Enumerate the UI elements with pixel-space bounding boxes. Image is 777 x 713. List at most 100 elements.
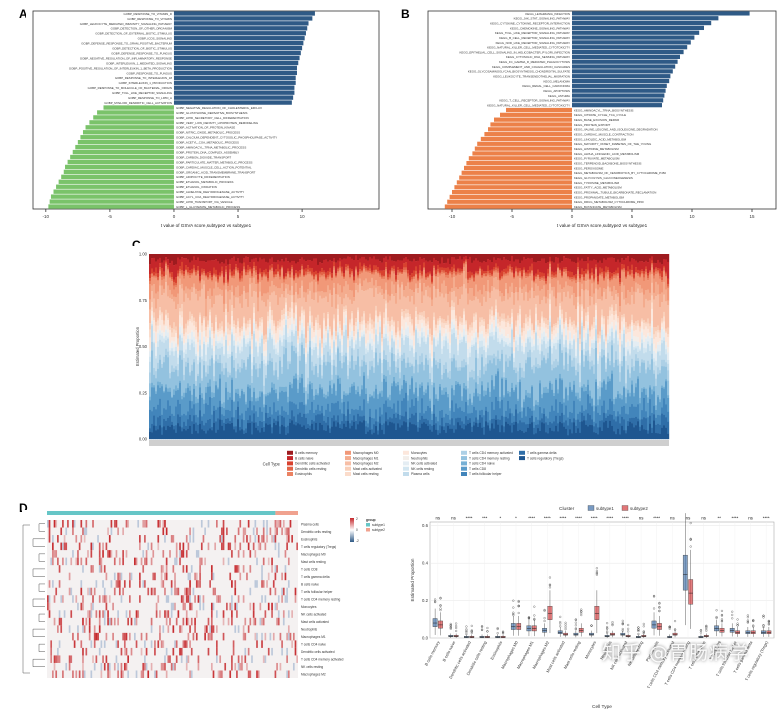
stack-segment: [233, 278, 236, 296]
stack-segment: [259, 274, 262, 283]
stack-segment: [151, 307, 154, 312]
stack-segment: [405, 362, 408, 368]
stack-segment: [311, 254, 314, 262]
stack-segment: [569, 418, 572, 430]
stack-segment: [499, 290, 502, 297]
stack-segment: [573, 329, 576, 335]
stack-segment: [327, 417, 330, 426]
stack-segment: [539, 430, 542, 440]
stack-segment: [329, 355, 332, 363]
stack-segment: [379, 270, 382, 274]
stack-segment: [241, 326, 244, 330]
stack-segment: [315, 363, 318, 367]
stack-segment: [553, 325, 556, 331]
stack-segment: [199, 332, 202, 340]
stack-segment: [153, 271, 156, 276]
stack-segment: [369, 317, 372, 324]
stack-segment: [251, 375, 254, 384]
stack-segment: [215, 281, 218, 296]
stack-segment: [459, 316, 462, 322]
stack-segment: [339, 254, 342, 259]
stack-segment: [359, 330, 362, 338]
stack-segment: [261, 335, 264, 340]
stack-segment: [437, 337, 440, 341]
stack-segment: [269, 328, 272, 333]
stack-segment: [427, 329, 430, 335]
stack-segment: [441, 379, 444, 391]
stack-segment: [397, 349, 400, 354]
stack-segment: [403, 269, 406, 273]
stack-segment: [297, 343, 300, 345]
stack-segment: [475, 357, 478, 383]
stack-segment: [341, 368, 344, 400]
stack-segment: [289, 325, 292, 330]
stack-segment: [211, 345, 214, 349]
bar-label: GOBP_ORGANIC_ACID_TRANSMEMBRANE_TRANSPOR…: [176, 170, 256, 174]
stack-segment: [317, 291, 320, 303]
stack-segment: [375, 287, 378, 307]
stack-segment: [517, 300, 520, 314]
stack-segment: [485, 370, 488, 391]
stack-segment: [491, 286, 494, 292]
stack-segment: [279, 360, 282, 387]
stack-segment: [437, 288, 440, 319]
stack-segment: [541, 344, 544, 352]
stack-segment: [575, 283, 578, 298]
stack-segment: [415, 273, 418, 276]
stack-segment: [341, 363, 344, 369]
stack-segment: [501, 339, 504, 351]
stack-segment: [569, 411, 572, 420]
stack-segment: [389, 349, 392, 353]
stack-segment: [365, 327, 368, 334]
bar-label: KEGG_GLYCOLYSIS_GLUCONEOGENESIS: [574, 176, 633, 180]
stack-segment: [477, 384, 480, 394]
stack-segment: [289, 361, 292, 365]
stack-segment: [323, 430, 326, 440]
bar-label: GOBP_ICOS_SIGNALING: [138, 37, 173, 41]
stack-segment: [399, 355, 402, 358]
stack-segment: [517, 259, 520, 269]
stack-segment: [421, 332, 424, 338]
stack-segment: [583, 281, 586, 291]
stack-segment: [529, 266, 532, 273]
stack-segment: [207, 276, 210, 279]
stack-segment: [437, 254, 440, 262]
stack-segment: [489, 292, 492, 299]
stack-segment: [481, 385, 484, 411]
stack-segment: [233, 340, 236, 346]
stack-segment: [365, 346, 368, 349]
stack-segment: [447, 254, 450, 259]
stack-segment: [231, 399, 234, 418]
stack-segment: [503, 300, 506, 314]
stack-segment: [321, 405, 324, 414]
stack-segment: [499, 419, 502, 433]
stack-segment: [459, 256, 462, 269]
stack-segment: [363, 311, 366, 314]
stack-segment: [409, 345, 412, 352]
stack-segment: [307, 289, 310, 295]
stack-segment: [157, 276, 160, 281]
stack-segment: [249, 271, 252, 279]
bar-label: KEGG_CITRATE_CYCLE_TCA_CYCLE: [574, 113, 626, 117]
stack-segment: [511, 382, 514, 389]
stack-segment: [569, 279, 572, 287]
stack-segment: [457, 267, 460, 270]
bar-label: GOBP_ADIPOCYTE_DIFFERENTIATION: [176, 175, 230, 179]
stack-segment: [235, 358, 238, 372]
stack-segment: [397, 280, 400, 285]
stack-segment: [441, 374, 444, 380]
stack-segment: [323, 259, 326, 271]
stack-segment: [437, 362, 440, 369]
stack-segment: [315, 347, 318, 365]
stack-segment: [521, 293, 524, 328]
stack-segment: [519, 337, 522, 364]
stack-segment: [545, 359, 548, 364]
stack-segment: [307, 265, 310, 270]
stack-segment: [185, 349, 188, 355]
stack-segment: [299, 424, 302, 440]
stack-segment: [269, 301, 272, 307]
stack-segment: [243, 362, 246, 393]
stack-segment: [285, 276, 288, 280]
stack-segment: [553, 343, 556, 347]
stack-segment: [349, 290, 352, 300]
